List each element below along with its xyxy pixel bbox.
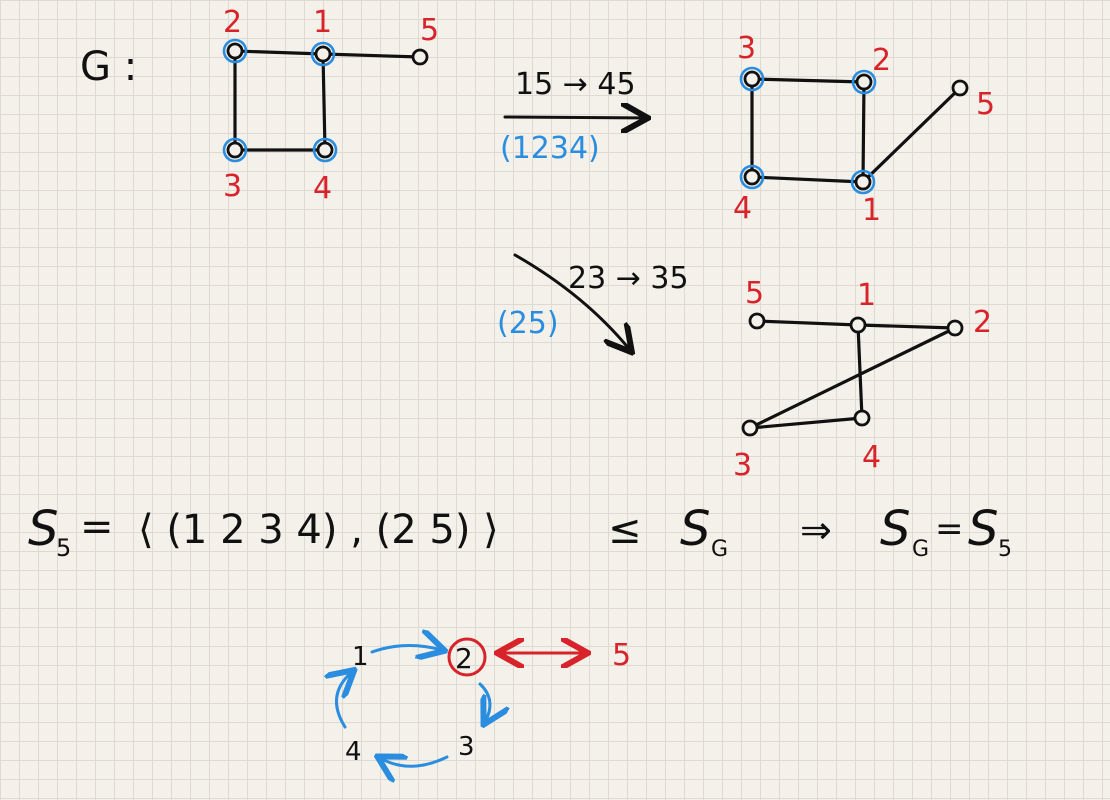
cycle-label-1: 1 bbox=[352, 642, 369, 672]
graph-after-25: 5 1 2 3 4 bbox=[733, 276, 992, 483]
vertex-3 bbox=[741, 419, 759, 437]
edge-map-label: 15 → 45 bbox=[515, 67, 636, 102]
highlight-ring bbox=[222, 137, 248, 163]
permutation-label: (25) bbox=[497, 306, 559, 341]
highlight-ring bbox=[739, 66, 765, 92]
eq-sg-rhs-subscript: G bbox=[912, 537, 929, 562]
eq-s5-subscript: 5 bbox=[56, 534, 71, 562]
vertex-2 bbox=[855, 73, 873, 91]
label-1: 1 bbox=[313, 5, 332, 40]
edge-map-label: 23 → 35 bbox=[568, 261, 689, 296]
cycle-label-2: 2 bbox=[455, 642, 473, 675]
cycle-label-3: 3 bbox=[458, 732, 475, 762]
edge-5-1 bbox=[755, 319, 860, 327]
highlight-ring bbox=[850, 169, 876, 195]
vertex-1 bbox=[314, 45, 332, 63]
eq-generators: ⟨ (1 2 3 4) , (2 5) ⟩ bbox=[138, 507, 499, 553]
arrow-1234: 15 → 45 (1234) bbox=[500, 67, 645, 166]
vertex-5 bbox=[951, 79, 969, 97]
edge-2-3 bbox=[748, 326, 957, 430]
cycle-label-5: 5 bbox=[612, 638, 631, 673]
label-5: 5 bbox=[745, 276, 764, 311]
vertex-3 bbox=[226, 141, 244, 159]
label-2: 2 bbox=[872, 43, 891, 78]
label-2: 2 bbox=[223, 5, 242, 40]
vertex-4 bbox=[853, 409, 871, 427]
eq-sg-subscript: G bbox=[711, 537, 728, 562]
vertex-3 bbox=[743, 70, 761, 88]
arrow-line bbox=[503, 117, 645, 118]
eq-equals: = bbox=[80, 504, 114, 550]
cycle-label-4: 4 bbox=[345, 737, 362, 767]
eq-implies: ⇒ bbox=[800, 508, 832, 552]
cycle-arrow-4-to-1 bbox=[336, 672, 352, 729]
edge-1-5 bbox=[861, 86, 962, 184]
arrow-25: 23 → 35 (25) bbox=[497, 253, 689, 350]
vertex-4 bbox=[316, 141, 334, 159]
eq-rhs-equals: = bbox=[935, 509, 964, 549]
vertex-1 bbox=[854, 173, 872, 191]
highlight-ring bbox=[851, 69, 877, 95]
vertex-1 bbox=[849, 316, 867, 334]
vertex-5 bbox=[411, 48, 429, 66]
label-4: 4 bbox=[733, 191, 752, 226]
label-3: 3 bbox=[733, 448, 752, 483]
eq-leq: ≤ bbox=[608, 507, 642, 553]
graph-g: G : 2 1 5 3 4 bbox=[80, 5, 439, 206]
label-4: 4 bbox=[862, 440, 881, 475]
highlight-ring bbox=[739, 164, 765, 190]
highlight-ring bbox=[312, 137, 338, 163]
cycle-arrow-1-to-2 bbox=[370, 645, 442, 652]
eq-sg-symbol: S bbox=[680, 501, 710, 557]
eq-s5-rhs-symbol: S bbox=[968, 501, 998, 557]
edge-1-4 bbox=[856, 323, 864, 420]
eq-s5-symbol: S bbox=[28, 501, 58, 557]
label-2: 2 bbox=[973, 305, 992, 340]
vertex-5 bbox=[748, 312, 766, 330]
arrow-line bbox=[513, 253, 630, 350]
edge-2-1 bbox=[233, 49, 325, 56]
eq-sg-rhs-symbol: S bbox=[880, 501, 910, 557]
vertex-4 bbox=[743, 168, 761, 186]
edge-1-5 bbox=[321, 52, 422, 59]
label-1: 1 bbox=[862, 193, 881, 228]
label-3: 3 bbox=[223, 169, 242, 204]
cycle-diagram: 1 2 3 4 5 bbox=[336, 638, 631, 767]
graph-after-1234: 3 2 5 4 1 bbox=[733, 31, 995, 228]
edge-4-1 bbox=[750, 175, 865, 184]
permutation-label: (1234) bbox=[500, 131, 600, 166]
equation: S 5 = ⟨ (1 2 3 4) , (2 5) ⟩ ≤ S G ⇒ S G … bbox=[28, 501, 1012, 562]
label-4: 4 bbox=[313, 171, 332, 206]
edge-2-1 bbox=[861, 80, 866, 184]
cycle-arrow-3-to-4 bbox=[380, 757, 449, 766]
label-1: 1 bbox=[857, 278, 876, 313]
eq-s5-rhs-subscript: 5 bbox=[998, 537, 1012, 562]
edge-1-4 bbox=[321, 52, 327, 152]
label-5: 5 bbox=[420, 13, 439, 48]
edge-1-2 bbox=[856, 323, 957, 330]
vertex-2 bbox=[226, 42, 244, 60]
highlight-ring bbox=[310, 41, 336, 67]
label-3: 3 bbox=[737, 31, 756, 66]
edge-3-4 bbox=[748, 416, 864, 430]
cycle-arrow-2-to-3 bbox=[478, 682, 490, 722]
edge-3-2 bbox=[750, 77, 866, 84]
highlight-ring bbox=[222, 38, 248, 64]
vertex-2 bbox=[946, 319, 964, 337]
label-5: 5 bbox=[976, 87, 995, 122]
graph-g-title: G : bbox=[80, 44, 137, 90]
